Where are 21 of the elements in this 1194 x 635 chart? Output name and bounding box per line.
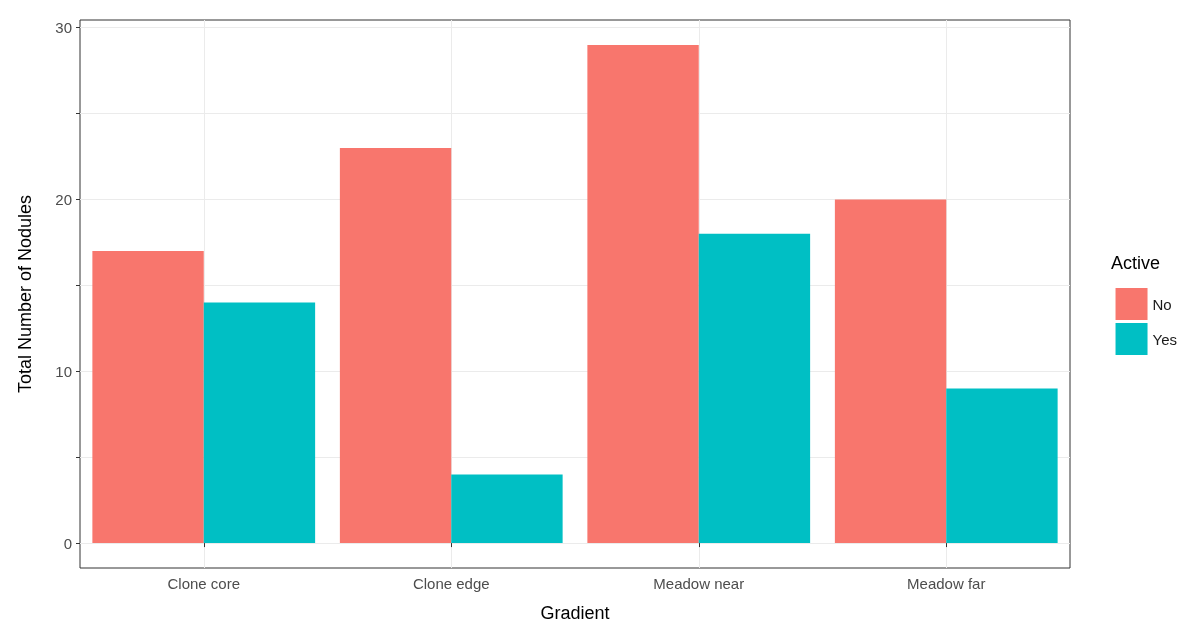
y-tick-label: 10 xyxy=(55,362,72,380)
x-tick-label: Clone core xyxy=(167,575,241,592)
y-axis-title: Total Number of Nodules xyxy=(15,194,35,394)
x-tick-label: Clone edge xyxy=(412,575,490,592)
bar xyxy=(339,147,452,544)
legend-label: No xyxy=(1152,295,1172,313)
x-tick-label: Meadow near xyxy=(653,575,745,592)
bar xyxy=(92,251,204,544)
bar xyxy=(451,474,563,544)
bar xyxy=(946,388,1058,544)
bar xyxy=(698,233,811,544)
legend-label: Yes xyxy=(1152,330,1178,348)
y-tick-label: 0 xyxy=(63,534,72,552)
bar xyxy=(834,199,947,544)
x-axis-title: Gradient xyxy=(540,603,610,623)
bar xyxy=(587,44,699,544)
y-tick-label: 20 xyxy=(55,191,72,209)
y-tick-label: 30 xyxy=(55,19,72,37)
bar xyxy=(203,302,316,544)
legend-title: Active xyxy=(1110,253,1161,273)
x-tick-label: Meadow far xyxy=(907,575,986,592)
